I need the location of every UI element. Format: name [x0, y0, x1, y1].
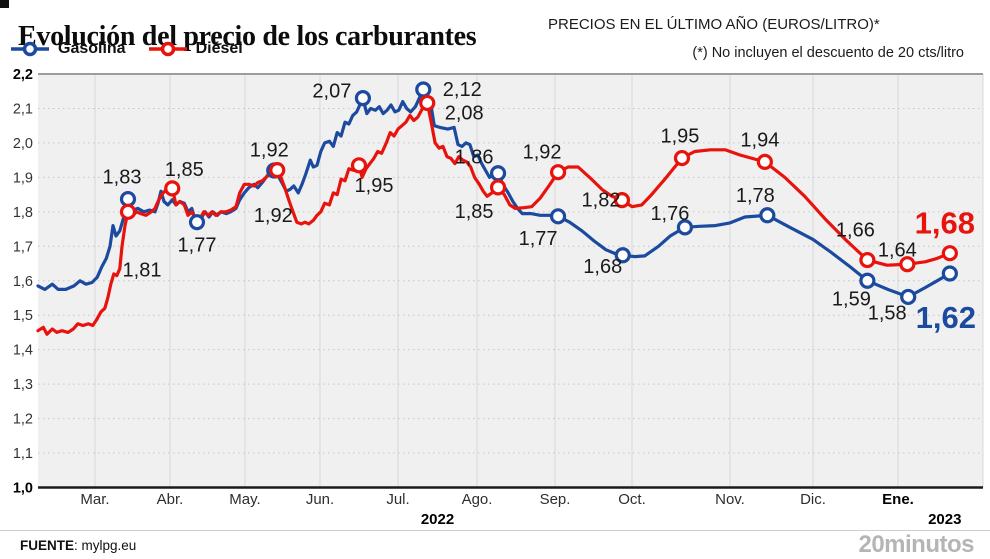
data-point-label: 1,92	[254, 205, 293, 227]
data-point-label: 1,66	[836, 220, 875, 242]
page-title: Evolución del precio de los carburantes	[18, 20, 477, 52]
data-point-marker	[676, 219, 694, 236]
data-point-label: 1,83	[103, 167, 142, 189]
data-point-marker	[188, 214, 206, 231]
data-point-marker	[899, 256, 916, 273]
year-label: 2023	[928, 511, 961, 528]
y-tick-label: 1,8	[13, 205, 33, 221]
x-tick-label: Mar.	[80, 491, 109, 508]
data-point-marker	[350, 157, 368, 174]
y-tick-label: 2,2	[13, 67, 33, 83]
source-value: : mylpg.eu	[74, 538, 137, 553]
data-point-label: 1,58	[868, 302, 907, 324]
x-tick-label: Jun.	[306, 491, 334, 508]
data-point-marker	[549, 164, 567, 181]
data-point-marker	[859, 251, 876, 269]
data-point-marker	[164, 180, 181, 197]
x-tick-label: Jul.	[386, 491, 409, 508]
data-point-label: 1,77	[178, 235, 217, 257]
y-tick-label: 1,0	[13, 481, 33, 497]
discount-note: (*) No incluyen el descuento de 20 cts/l…	[692, 45, 964, 61]
corner-mark	[0, 0, 9, 8]
data-point-label: 1,85	[165, 159, 204, 181]
data-point-label: 2,07	[312, 81, 351, 103]
x-tick-label: Ene.	[882, 491, 914, 508]
y-tick-label: 1,4	[13, 343, 33, 359]
plot-background	[38, 74, 983, 488]
data-point-label: 1,82	[582, 190, 621, 212]
data-point-marker	[941, 245, 958, 262]
final-value-label: 1,68	[915, 206, 975, 241]
chart-subtitle: PRECIOS EN EL ÚLTIMO AÑO (EUROS/LITRO)*	[548, 16, 880, 33]
data-point-label: 1,77	[519, 228, 558, 250]
data-point-marker	[613, 192, 631, 209]
y-tick-label: 1,3	[13, 377, 33, 393]
brand-logo: 20minutos	[858, 531, 974, 558]
data-point-label: 1,68	[583, 256, 622, 278]
line-marker-icon	[11, 41, 49, 57]
data-point-label: 1,64	[878, 240, 917, 262]
source-label: FUENTE	[20, 538, 74, 553]
y-tick-label: 1,2	[13, 412, 33, 428]
data-point-label: 2,12	[443, 79, 482, 101]
legend-label-diesel: Diésel	[195, 40, 243, 57]
data-point-marker	[419, 94, 436, 112]
legend-item-diesel: Diésel	[148, 40, 243, 58]
chart-legend: Gasolina Diésel	[10, 40, 243, 58]
data-point-marker	[549, 208, 567, 225]
data-point-label: 2,08	[445, 102, 484, 124]
data-point-marker	[415, 81, 432, 98]
data-point-label: 1,81	[123, 259, 162, 281]
data-point-label: 1,76	[650, 203, 689, 225]
y-tick-label: 1,9	[13, 170, 33, 186]
data-point-label: 1,95	[661, 126, 700, 148]
data-point-marker	[756, 153, 773, 170]
y-tick-label: 1,1	[13, 446, 33, 462]
x-tick-label: Nov.	[715, 491, 745, 508]
final-value-label: 1,62	[916, 300, 976, 335]
data-point-marker	[489, 179, 507, 196]
data-point-marker	[859, 272, 876, 289]
x-tick-label: Sep.	[540, 491, 571, 508]
year-label: 2022	[421, 511, 454, 528]
x-tick-label: May.	[229, 491, 260, 508]
x-tick-label: Oct.	[618, 491, 646, 508]
y-tick-label: 2,0	[13, 136, 33, 152]
x-tick-label: Dic.	[800, 491, 826, 508]
data-point-label: 1,85	[455, 201, 494, 223]
data-point-label: 1,59	[832, 288, 871, 310]
data-point-label: 1,95	[355, 175, 394, 197]
footer-divider	[0, 530, 990, 531]
legend-label-gasolina: Gasolina	[58, 40, 126, 57]
series-line-diésel	[36, 101, 952, 336]
data-point-marker	[900, 288, 917, 306]
data-point-marker	[941, 265, 958, 282]
y-tick-label: 2,1	[13, 101, 33, 117]
x-tick-label: Ago.	[462, 491, 493, 508]
data-point-marker	[119, 190, 137, 208]
data-point-marker	[269, 162, 286, 179]
data-point-label: 1,86	[455, 147, 494, 169]
data-point-label: 1,94	[740, 129, 779, 151]
x-tick-label: Abr.	[157, 491, 184, 508]
data-point-label: 1,92	[523, 142, 562, 164]
data-point-label: 1,78	[736, 185, 775, 207]
data-point-marker	[614, 247, 631, 264]
legend-item-gasolina: Gasolina	[10, 40, 126, 58]
y-tick-label: 1,7	[13, 239, 33, 255]
source-credit: FUENTE: mylpg.eu	[20, 538, 136, 553]
line-marker-icon	[148, 41, 187, 57]
data-point-marker	[673, 149, 691, 167]
y-tick-label: 1,5	[13, 308, 33, 324]
data-point-marker	[759, 207, 776, 224]
data-point-marker	[354, 90, 371, 107]
data-point-marker	[119, 203, 137, 220]
y-tick-label: 1,6	[13, 274, 33, 290]
data-point-label: 1,92	[250, 140, 289, 162]
